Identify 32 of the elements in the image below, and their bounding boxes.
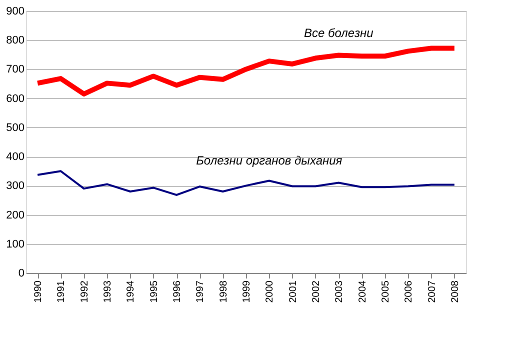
x-tick-label: 1995 [148,280,160,303]
x-tick-label: 1990 [33,280,44,303]
x-tick-label: 2008 [450,280,461,303]
x-tick-label: 2006 [404,280,415,303]
x-tick-label: 2002 [310,280,322,303]
y-tick-label: 200 [6,209,24,222]
x-tick-label: 1992 [79,280,90,303]
y-tick-label: 500 [6,122,24,134]
y-tick-label: 100 [6,238,24,250]
y-tick-label: 700 [6,64,24,76]
x-tick-label: 2003 [334,280,346,303]
x-tick-label: 1994 [126,280,137,303]
x-tick-label: 2007 [426,280,438,303]
x-tick-label: 2004 [357,280,368,303]
x-tick-label: 1998 [218,280,230,303]
x-tick-label: 1993 [102,280,114,303]
x-tick-label: 2001 [288,280,299,303]
y-tick-label: 800 [6,34,24,47]
series-label: Болезни органов дыхания [196,154,343,168]
x-tick-label: 1999 [242,280,252,303]
x-tick-label: 2005 [380,280,392,303]
y-tick-label: 0 [18,268,24,280]
y-tick-label: 400 [6,151,24,164]
x-tick-label: 1997 [195,280,206,303]
x-tick-label: 1996 [172,280,184,303]
y-tick-label: 600 [6,92,24,105]
line-series [36,170,456,196]
x-tick-label: 1991 [56,280,68,303]
series-label: Все болезни [304,26,374,40]
x-tick-label: 2000 [264,280,276,303]
y-tick-label: 300 [6,180,24,192]
y-tick-label: 900 [6,6,24,18]
